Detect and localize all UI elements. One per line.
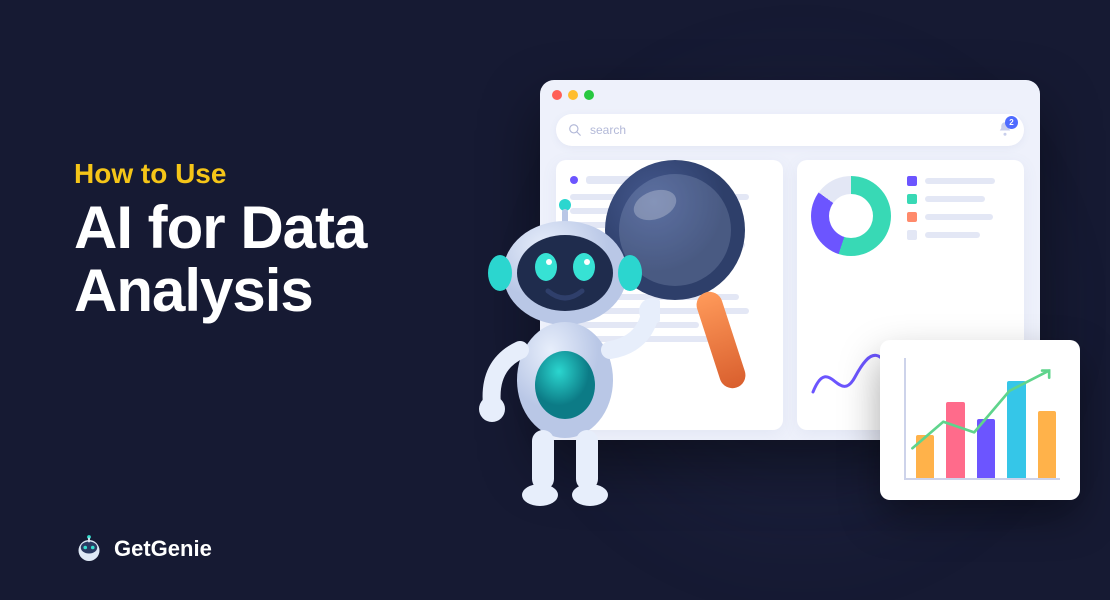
traffic-light-close-icon (552, 90, 562, 100)
bar-chart-card (880, 340, 1080, 500)
legend-item (907, 212, 1010, 222)
bullet-icon (570, 176, 578, 184)
legend-item (907, 230, 1010, 240)
robot-character-icon (470, 195, 660, 525)
brand-lockup: GetGenie (74, 534, 212, 564)
headline-title: AI for Data Analysis (74, 196, 366, 322)
traffic-light-min-icon (568, 90, 578, 100)
search-input[interactable]: search 2 (556, 114, 1024, 146)
chart-legend (907, 176, 1010, 248)
window-titlebar (540, 80, 1040, 110)
headline-subtitle: How to Use (74, 158, 366, 190)
legend-swatch-icon (907, 176, 917, 186)
headline-block: How to Use AI for Data Analysis (74, 158, 366, 322)
bar-chart (896, 354, 1064, 490)
skeleton-line (925, 196, 985, 202)
headline-title-line2: Analysis (74, 259, 366, 322)
hero-canvas: How to Use AI for Data Analysis search (0, 0, 1110, 600)
brand-name: GetGenie (114, 536, 212, 562)
trend-line (908, 360, 1058, 466)
y-axis (904, 358, 906, 480)
traffic-light-max-icon (584, 90, 594, 100)
donut-hole (829, 194, 874, 239)
legend-item (907, 194, 1010, 204)
legend-swatch-icon (907, 194, 917, 204)
legend-swatch-icon (907, 230, 917, 240)
search-icon (568, 123, 582, 137)
notification-badge: 2 (1005, 116, 1018, 129)
search-placeholder: search (590, 123, 626, 137)
notification-button[interactable]: 2 (996, 120, 1014, 143)
donut-chart (811, 176, 891, 256)
x-axis (904, 478, 1060, 480)
headline-title-line1: AI for Data (74, 196, 366, 259)
legend-swatch-icon (907, 212, 917, 222)
skeleton-line (925, 232, 980, 238)
brand-logo-icon (74, 534, 104, 564)
skeleton-line (925, 178, 995, 184)
skeleton-line (925, 214, 993, 220)
legend-item (907, 176, 1010, 186)
